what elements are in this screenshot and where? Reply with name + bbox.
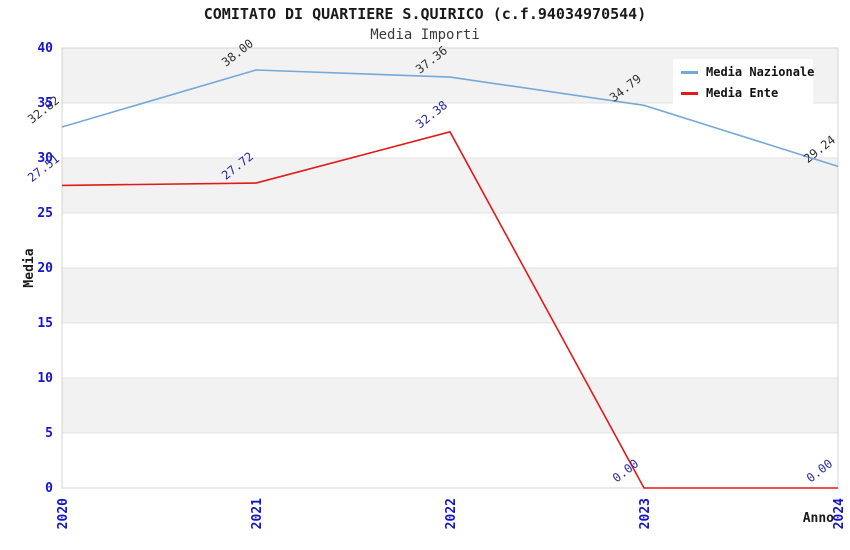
y-tick-label: 0 xyxy=(45,481,53,496)
series-line-media-ente xyxy=(61,131,838,489)
legend-entry-media-nazionale: Media Nazionale xyxy=(681,65,814,79)
x-tick-label: 2022 xyxy=(444,498,459,529)
data-label: 0.00 xyxy=(610,456,641,485)
chart-title: COMITATO DI QUARTIERE S.QUIRICO (c.f.940… xyxy=(203,5,647,23)
grid-band xyxy=(62,378,838,433)
legend-line-swatch-ente xyxy=(681,91,698,95)
grid-band xyxy=(62,268,838,323)
x-tick-label: 2024 xyxy=(832,498,847,529)
y-axis-title: Media xyxy=(22,248,37,288)
y-tick-label: 15 xyxy=(37,316,53,331)
legend: Media Nazionale Media Ente xyxy=(673,59,814,107)
y-tick-label: 25 xyxy=(37,206,53,221)
plot-border xyxy=(61,47,839,489)
x-tick-label: 2020 xyxy=(56,498,71,529)
y-tick-label: 35 xyxy=(37,96,53,111)
x-tick-label: 2021 xyxy=(250,498,265,529)
chart-subtitle: Media Importi xyxy=(370,27,480,43)
legend-label-ente: Media Ente xyxy=(706,86,779,100)
series-line-media-nazionale xyxy=(61,69,839,168)
grid-band xyxy=(62,158,838,213)
y-tick-label: 10 xyxy=(37,371,53,386)
y-tick-label: 20 xyxy=(37,261,53,276)
y-tick-label: 5 xyxy=(45,426,53,441)
x-axis-title: Anno xyxy=(802,511,834,526)
x-tick-label: 2023 xyxy=(638,498,653,529)
legend-line-swatch-nazionale xyxy=(681,70,698,74)
legend-label-nazionale: Media Nazionale xyxy=(706,65,815,79)
legend-entry-media-ente: Media Ente xyxy=(681,86,805,100)
data-label: 0.00 xyxy=(804,456,835,485)
y-tick-label: 30 xyxy=(37,151,53,166)
y-tick-label: 40 xyxy=(37,41,53,56)
